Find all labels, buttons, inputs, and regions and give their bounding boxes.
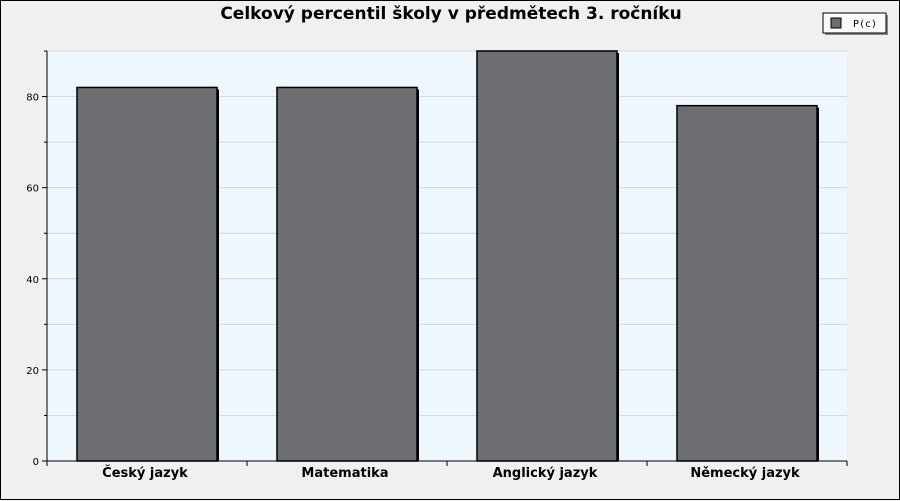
bar xyxy=(276,86,418,462)
bar xyxy=(76,86,218,462)
legend-swatch xyxy=(830,17,842,29)
y-axis-ticks: 0 20 40 60 80 xyxy=(26,50,47,468)
x-tick-label: Matematika xyxy=(301,466,388,481)
y-tick-label: 80 xyxy=(26,93,39,104)
legend-label: P(c) xyxy=(853,19,877,30)
bar xyxy=(476,50,618,462)
axes xyxy=(46,51,848,466)
y-tick-label: 60 xyxy=(26,184,39,195)
x-tick-label: Německý jazyk xyxy=(690,466,800,481)
bars xyxy=(76,50,819,462)
chart-title: Celkový percentil školy v předmětech 3. … xyxy=(220,4,681,24)
y-tick-label: 20 xyxy=(26,366,39,377)
x-tick-label: Český jazyk xyxy=(102,465,188,481)
bar xyxy=(676,104,818,462)
y-tick-label: 40 xyxy=(26,275,39,286)
legend: P(c) xyxy=(822,12,888,35)
x-axis-labels: Český jazyk Matematika Anglický jazyk Němec… xyxy=(102,465,800,481)
x-tick-label: Anglický jazyk xyxy=(493,466,598,481)
y-tick-label: 0 xyxy=(33,457,39,468)
